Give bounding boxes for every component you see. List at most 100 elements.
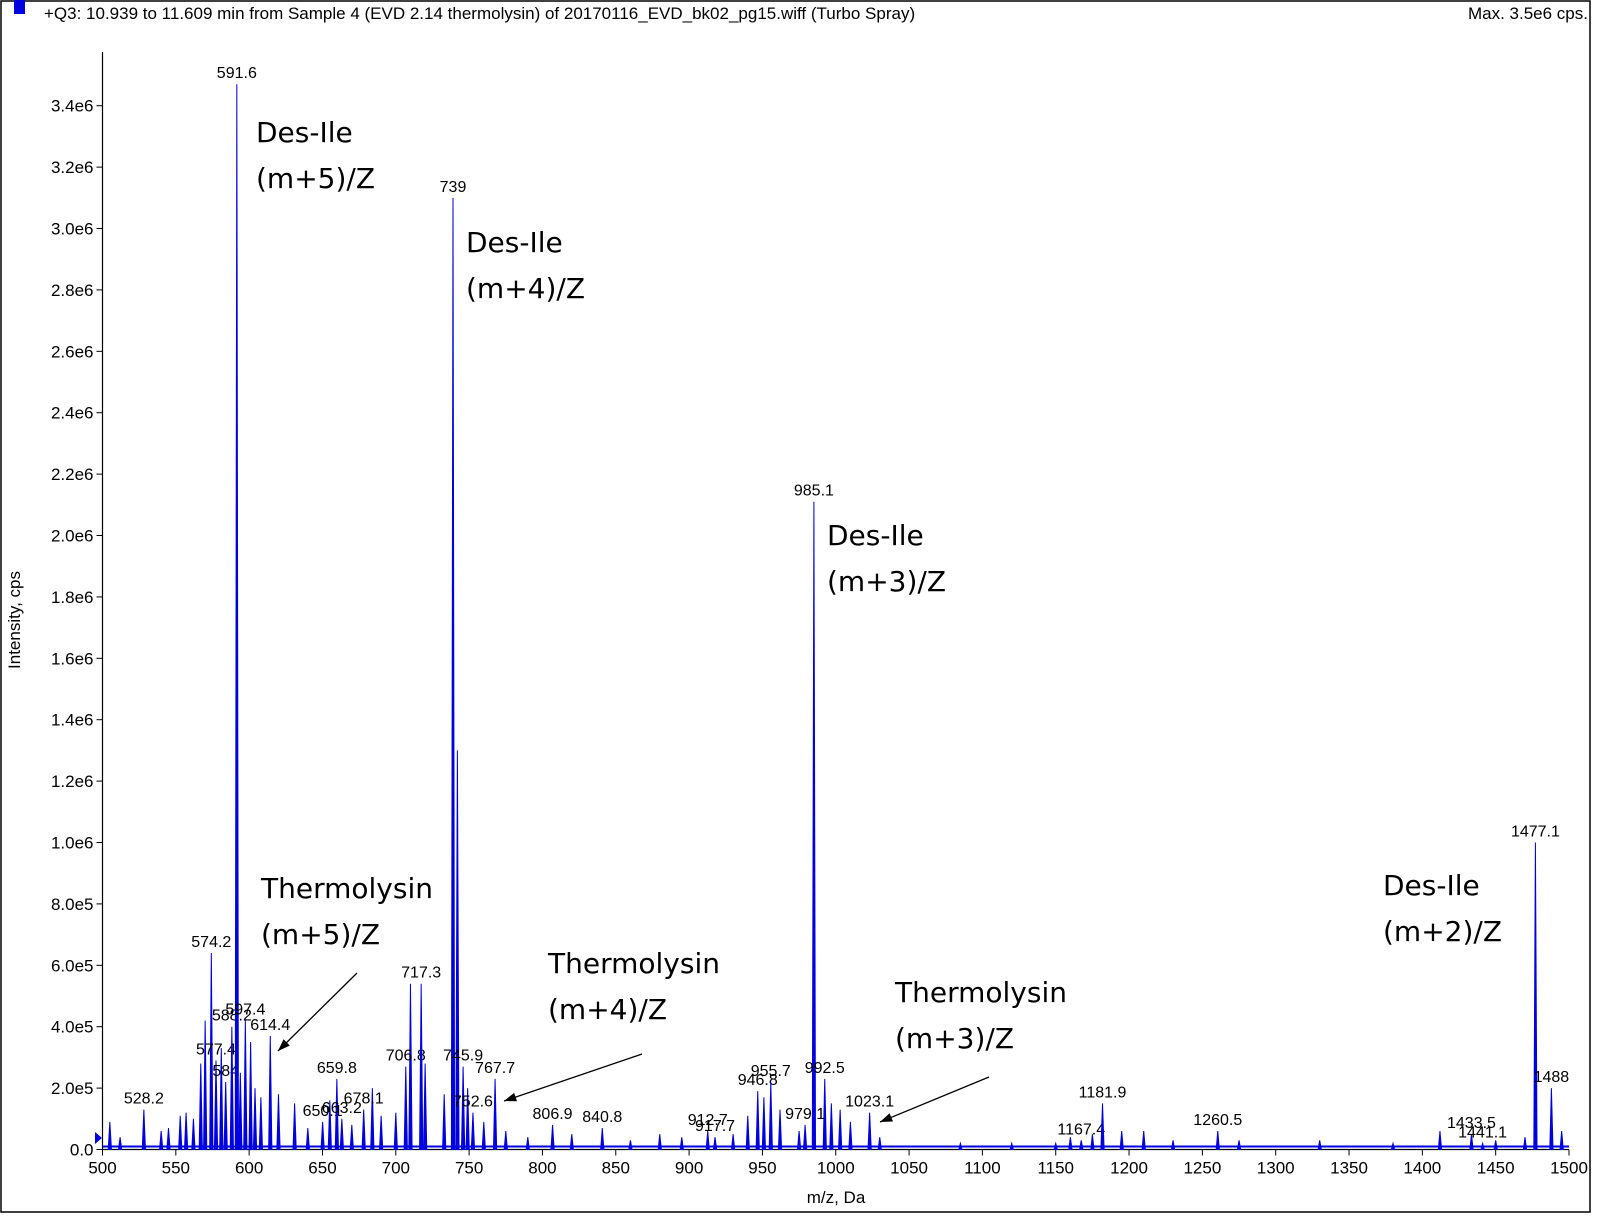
x-tick-label: 750 [455, 1159, 483, 1178]
peak-label: 1023.1 [845, 1094, 894, 1111]
x-tick-label: 500 [88, 1159, 116, 1178]
peak-label: 955.7 [751, 1063, 791, 1080]
peak [219, 1048, 224, 1150]
y-tick-label: 2.6e6 [51, 342, 94, 361]
peak-label: 1477.1 [1511, 824, 1560, 841]
x-axis-label: m/z, Da [807, 1188, 866, 1207]
x-tick-label: 1200 [1110, 1159, 1148, 1178]
y-tick-label: 2.0e5 [51, 1079, 94, 1098]
peak-label: 912.7 [688, 1112, 728, 1129]
labeled-peak [243, 1020, 248, 1150]
annotation: Des-Ile [1383, 869, 1480, 902]
labeled-peak [361, 1109, 366, 1150]
y-tick-label: 8.0e5 [51, 895, 94, 914]
labeled-peak [492, 1078, 498, 1150]
annotation-arrow [277, 972, 358, 1052]
peak [252, 1088, 258, 1150]
peak-label: 992.5 [805, 1060, 845, 1077]
chart-title: +Q3: 10.939 to 11.609 min from Sample 4 … [44, 4, 915, 23]
peak [1236, 1140, 1242, 1150]
peak [1437, 1131, 1443, 1150]
labeled-peak [705, 1131, 710, 1150]
annotation: Thermolysin [547, 947, 720, 980]
peak [178, 1115, 183, 1150]
peak [292, 1103, 297, 1150]
peak [276, 1094, 281, 1150]
labeled-peak [1100, 1103, 1105, 1150]
labeled-peak [223, 1081, 228, 1150]
labeled-peak [867, 1112, 872, 1150]
peak-label: 663.2 [322, 1100, 362, 1117]
x-tick-label: 1500 [1550, 1159, 1588, 1178]
peak [203, 1020, 208, 1150]
labeled-peak [268, 1035, 273, 1150]
labeled-peak [550, 1124, 555, 1150]
peak-label: 577.4 [196, 1041, 236, 1058]
peak [1317, 1140, 1322, 1150]
peak [379, 1115, 384, 1150]
peak [1559, 1131, 1564, 1150]
max-label: Max. 3.5e6 cps. [1468, 4, 1588, 23]
peak [117, 1137, 123, 1150]
x-tick-label: 650 [308, 1159, 336, 1178]
labeled-peak [213, 1060, 219, 1150]
annotation-arrow [503, 1053, 643, 1102]
peak [248, 1042, 253, 1150]
peak [1068, 1137, 1073, 1150]
peak [958, 1141, 963, 1150]
peak-label: 806.9 [533, 1106, 573, 1123]
peak [305, 1127, 310, 1150]
peak-label: 979.1 [785, 1106, 825, 1123]
annotation: (m+3)/Z [827, 565, 946, 598]
labeled-peak [1480, 1141, 1485, 1150]
peak [730, 1134, 736, 1150]
labeled-peak [320, 1121, 325, 1150]
peak [777, 1109, 783, 1150]
y-tick-label: 0.0 [70, 1141, 94, 1160]
peak-label: 574.2 [191, 934, 231, 951]
peak [838, 1109, 843, 1150]
x-tick-label: 800 [528, 1159, 556, 1178]
x-tick-label: 1000 [817, 1159, 855, 1178]
peak [1141, 1131, 1146, 1150]
labeled-peak [768, 1081, 773, 1150]
peak [481, 1121, 486, 1150]
peak-label: 597.4 [225, 1002, 265, 1019]
peak-label: 528.2 [124, 1091, 164, 1108]
y-axis-label: Intensity, cps [5, 571, 24, 669]
peak [1119, 1131, 1124, 1150]
arrow-head [504, 1092, 517, 1102]
peak-label: 1441.1 [1458, 1124, 1507, 1141]
peak [159, 1131, 164, 1150]
peak-label: 678.1 [344, 1091, 384, 1108]
peak [393, 1112, 398, 1150]
x-tick-label: 1350 [1330, 1159, 1368, 1178]
peak [166, 1127, 171, 1150]
peak-label: 1433.5 [1447, 1115, 1496, 1132]
x-tick-label: 900 [675, 1159, 703, 1178]
y-tick-label: 3.0e6 [51, 220, 94, 239]
y-tick-label: 3.4e6 [51, 97, 94, 116]
labeled-peak [712, 1137, 718, 1150]
peak-label: 588.2 [212, 1008, 252, 1025]
y-tick-label: 1.2e6 [51, 772, 94, 791]
series-icon [14, 0, 25, 14]
x-tick-label: 550 [162, 1159, 190, 1178]
labeled-peak [450, 197, 456, 1150]
labeled-peak [334, 1078, 339, 1150]
labeled-peak [141, 1109, 146, 1150]
y-tick-label: 2.8e6 [51, 281, 94, 300]
annotation: (m+3)/Z [895, 1022, 1014, 1055]
annotation: (m+5)/Z [256, 162, 375, 195]
peak-label: 717.3 [401, 965, 441, 982]
peak-label: 767.7 [475, 1060, 515, 1077]
peak [455, 750, 460, 1150]
x-tick-label: 950 [748, 1159, 776, 1178]
x-tick-label: 600 [235, 1159, 263, 1178]
x-tick-label: 1400 [1403, 1159, 1441, 1178]
peak [796, 1131, 802, 1150]
labeled-peak [339, 1118, 344, 1150]
peak [569, 1134, 574, 1150]
labeled-peak [470, 1112, 476, 1150]
labeled-peak [811, 501, 817, 1150]
